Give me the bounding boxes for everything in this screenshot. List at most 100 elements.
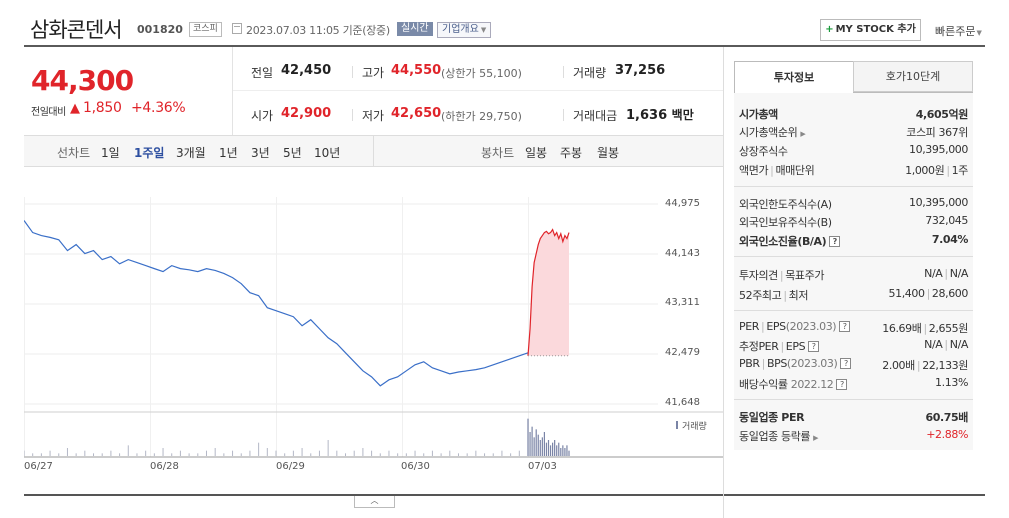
par-value: 1,000원	[905, 164, 945, 177]
x-tick-label: 06/30	[401, 461, 430, 472]
foreign-ratio-label: 외국인소진율(B/A)	[739, 235, 827, 248]
chevron-right-icon: ▶	[813, 434, 819, 442]
company-info-dropdown[interactable]: 기업개요 ▼	[437, 22, 492, 38]
low-value: 42,650	[391, 106, 442, 121]
par-unit-values: 1,000원 | 1주	[905, 162, 968, 178]
bps-value: 22,133원	[922, 359, 968, 372]
series-line-today	[527, 228, 570, 356]
par-unit-labels: 액면가 | 매매단위	[739, 162, 815, 178]
timestamp: 2023.07.03 11:05 기준(장중)	[246, 24, 390, 37]
company-info-label: 기업개요	[442, 24, 479, 35]
tab-daily-candle[interactable]: 일봉	[525, 146, 548, 160]
eps-year: (2023.03)	[785, 320, 837, 333]
dividend-label: 배당수익률	[739, 378, 788, 391]
add-my-stock-button[interactable]: + MY STOCK 추가	[820, 19, 921, 41]
help-icon[interactable]: ?	[836, 379, 848, 390]
y-tick-label: 42,479	[665, 347, 700, 358]
info-divider	[734, 399, 973, 400]
line-chart-label: 선차트	[57, 146, 91, 160]
help-icon[interactable]: ?	[840, 358, 852, 369]
dividend-year: 2022.12	[790, 378, 834, 391]
tab-5y[interactable]: 5년	[283, 146, 302, 160]
chevron-right-icon: ▶	[800, 130, 806, 138]
collapse-button[interactable]: ︿	[354, 496, 395, 508]
upper-limit-label: (상한가	[441, 67, 476, 80]
industry-rate-value: +2.88%	[926, 428, 968, 441]
volume-label: 거래량	[573, 66, 607, 80]
separator: |	[944, 338, 948, 351]
tab-1y[interactable]: 1년	[219, 146, 238, 160]
est-eps-value: N/A	[949, 338, 969, 351]
week52-low-value: 28,600	[931, 287, 968, 300]
tab-3y[interactable]: 3년	[251, 146, 270, 160]
tab-1w[interactable]: 1주일	[134, 146, 165, 160]
trade-amount-value: 1,636 백만	[626, 106, 694, 123]
tab-underline	[853, 92, 973, 93]
pbr-bps-values: 2.00배 | 22,133원	[882, 357, 968, 373]
open-label: 시가	[251, 109, 274, 123]
info-row-foreign-ratio: 외국인소진율(B/A)? 7.04%	[739, 233, 968, 251]
info-row-market-cap: 시가총액 4,605억원	[739, 106, 968, 124]
today-area-fill	[528, 229, 569, 356]
info-divider	[734, 310, 973, 311]
pbr-value: 2.00배	[882, 359, 915, 372]
tab-10y[interactable]: 10년	[314, 146, 341, 160]
stat-separator	[352, 66, 353, 78]
market-cap-rank-value: 코스피 367위	[906, 126, 968, 139]
industry-rate[interactable]: 동일업종 등락률 ▶	[739, 428, 819, 444]
add-my-stock-label: MY STOCK 추가	[835, 24, 916, 35]
tab-monthly-candle[interactable]: 월봉	[597, 146, 620, 160]
tab-weekly-candle[interactable]: 주봉	[560, 146, 583, 160]
help-icon[interactable]: ?	[839, 321, 851, 332]
foreign-ratio-value: 7.04%	[931, 233, 969, 246]
separator: |	[923, 322, 927, 335]
tab-1d[interactable]: 1일	[101, 146, 120, 160]
foreign-limit-label: 외국인한도주식수(A)	[739, 198, 832, 211]
separator: |	[916, 359, 921, 372]
prev-close-label: 전일	[251, 66, 274, 80]
change-rate: +4.36%	[131, 100, 186, 116]
series-line-previous-days	[24, 220, 529, 387]
y-tick-label: 41,648	[665, 397, 700, 408]
x-tick-label: 06/27	[24, 461, 53, 472]
shares-value: 10,395,000	[909, 143, 968, 156]
y-tick-label: 44,143	[665, 248, 700, 259]
realtime-button[interactable]: 실시간	[397, 22, 433, 36]
bps-year: (2023.03)	[786, 357, 838, 370]
market-cap-label: 시가총액	[739, 108, 778, 121]
price-chart[interactable]	[24, 167, 723, 492]
high-label: 고가	[362, 66, 385, 80]
target-label: 목표주가	[785, 269, 825, 282]
tab-3m[interactable]: 3개월	[176, 146, 206, 160]
volume-legend-label: 거래량	[682, 422, 707, 432]
est-per-label: 추정PER	[739, 340, 779, 353]
market-cap-rank[interactable]: 시가총액순위 ▶	[739, 124, 806, 140]
quick-order-dropdown[interactable]: 빠른주문▼	[935, 23, 982, 39]
market-badge: 코스피	[189, 22, 222, 37]
week52-labels: 52주최고 | 최저	[739, 287, 809, 303]
industry-per-label: 동일업종 PER	[739, 411, 805, 424]
bottom-divider	[24, 494, 985, 496]
tab-investment-info[interactable]: 투자정보	[734, 61, 854, 93]
info-divider	[734, 186, 973, 187]
upper-limit: (상한가 55,100)	[441, 65, 522, 81]
x-tick-label: 07/03	[528, 461, 557, 472]
info-row-dividend: 배당수익률 2022.12? 1.13%	[739, 376, 968, 394]
up-triangle-icon: ▲	[70, 101, 80, 116]
info-row-foreign-limit: 외국인한도주식수(A) 10,395,000	[739, 196, 968, 214]
info-row-market-cap-rank: 시가총액순위 ▶ 코스피 367위	[739, 124, 968, 142]
lower-limit-value: 29,750)	[479, 110, 522, 123]
help-icon[interactable]: ?	[829, 236, 841, 247]
info-row-industry-per: 동일업종 PER 60.75배	[739, 409, 968, 427]
candle-chart-label: 봉차트	[481, 146, 515, 160]
separator: |	[761, 320, 765, 333]
pbr-bps-labels: PBR | BPS(2023.03)?	[739, 357, 852, 370]
info-row-est-per: 추정PER | EPS? N/A | N/A	[739, 338, 968, 356]
help-icon[interactable]: ?	[808, 341, 820, 352]
opinion-values: N/A | N/A	[924, 267, 968, 280]
tab-orderbook[interactable]: 호가10단계	[853, 61, 973, 92]
week52-high-label: 52주최고	[739, 289, 782, 302]
separator: |	[944, 267, 948, 280]
chevron-down-icon: ▼	[480, 26, 487, 34]
stock-name: 삼화콘덴서	[30, 18, 123, 42]
